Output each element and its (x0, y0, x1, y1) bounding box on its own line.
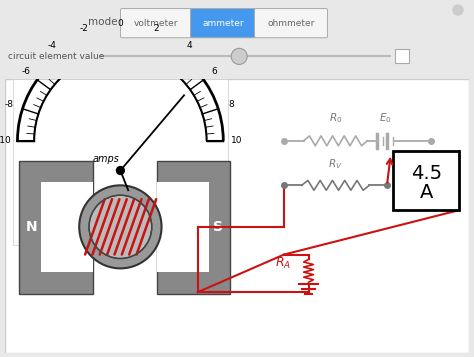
Text: 4.5: 4.5 (410, 164, 442, 183)
Text: 0: 0 (118, 19, 123, 27)
Text: ohmmeter: ohmmeter (267, 19, 315, 27)
FancyBboxPatch shape (120, 9, 191, 38)
Text: A: A (419, 183, 433, 202)
Circle shape (453, 5, 463, 15)
Text: -8: -8 (5, 100, 14, 109)
Text: 6: 6 (212, 67, 218, 76)
Circle shape (79, 185, 162, 268)
Text: 10: 10 (231, 136, 243, 145)
Bar (41, 182, 93, 272)
Circle shape (89, 195, 152, 258)
Text: N: N (26, 220, 37, 234)
Bar (393, 151, 459, 210)
Bar (395, 49, 409, 64)
FancyBboxPatch shape (255, 9, 328, 38)
Text: circuit element value: circuit element value (8, 52, 104, 61)
Text: mode: mode (89, 17, 118, 27)
Text: 4: 4 (186, 41, 192, 50)
Text: S: S (213, 220, 223, 234)
Text: $R_A$: $R_A$ (275, 256, 291, 271)
Bar (156, 182, 209, 272)
Text: 2: 2 (154, 24, 159, 34)
Text: -2: -2 (80, 24, 89, 34)
FancyBboxPatch shape (191, 9, 255, 38)
Text: 8: 8 (228, 100, 234, 109)
Text: $E_0$: $E_0$ (379, 111, 392, 125)
Bar (13, 79, 228, 245)
Circle shape (117, 167, 124, 175)
Text: voltmeter: voltmeter (134, 19, 178, 27)
Text: $R_0$: $R_0$ (329, 111, 342, 125)
Text: $R_V$: $R_V$ (328, 158, 343, 171)
Text: ammeter: ammeter (202, 19, 244, 27)
Text: -10: -10 (0, 136, 11, 145)
Bar (156, 161, 230, 294)
Text: amps: amps (92, 154, 119, 164)
Bar (19, 161, 93, 294)
Text: -4: -4 (47, 41, 56, 50)
Circle shape (231, 48, 247, 65)
Text: -6: -6 (21, 67, 30, 76)
